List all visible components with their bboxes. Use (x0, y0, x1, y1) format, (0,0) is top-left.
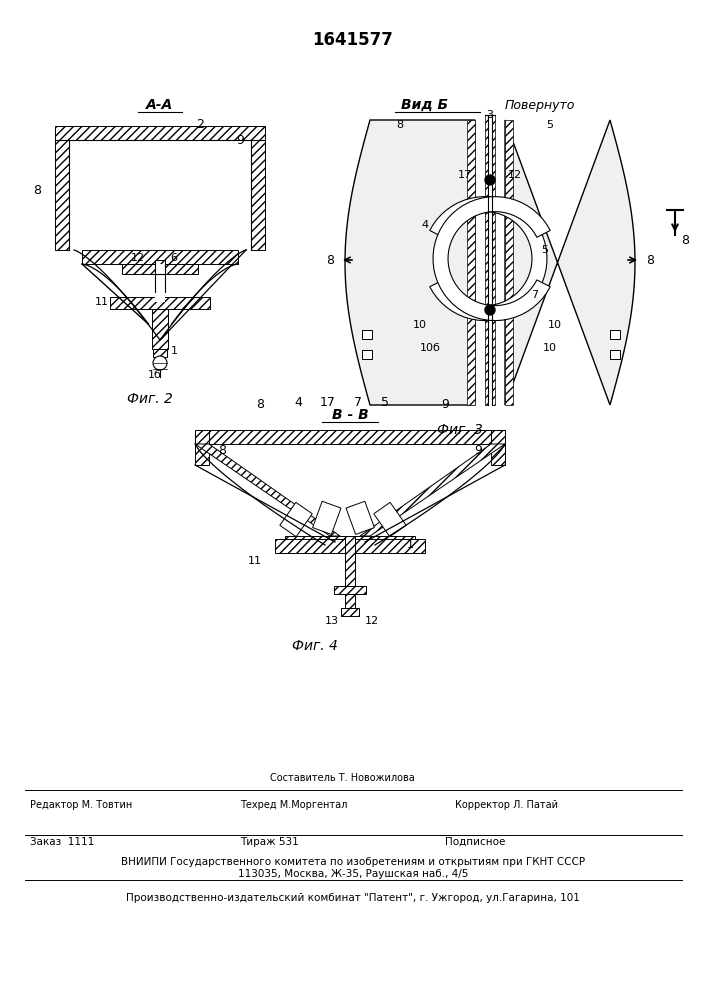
Polygon shape (82, 250, 238, 264)
Text: 10б: 10б (419, 343, 440, 353)
Text: Производственно-издательский комбинат "Патент", г. Ужгород, ул.Гагарина, 101: Производственно-издательский комбинат "П… (126, 893, 580, 903)
Polygon shape (345, 536, 355, 586)
Text: 13: 13 (325, 616, 339, 626)
Polygon shape (505, 120, 513, 405)
Polygon shape (195, 444, 340, 536)
Text: 113035, Москва, Ж-35, Раушская наб., 4/5: 113035, Москва, Ж-35, Раушская наб., 4/5 (238, 869, 468, 879)
Circle shape (153, 356, 167, 370)
Polygon shape (251, 140, 265, 250)
Text: 6: 6 (170, 253, 177, 263)
Polygon shape (55, 140, 69, 250)
Bar (362, 350, 372, 359)
Polygon shape (152, 309, 168, 349)
Text: 7: 7 (532, 290, 539, 300)
Text: 5: 5 (542, 245, 549, 255)
Text: 12: 12 (131, 253, 145, 263)
Polygon shape (485, 115, 488, 405)
Text: Составитель Т. Новожилова: Составитель Т. Новожилова (270, 773, 415, 783)
Bar (346, 501, 375, 534)
Text: Заказ  1111: Заказ 1111 (30, 837, 94, 847)
Text: Техред М.Моргентал: Техред М.Моргентал (240, 800, 347, 810)
Text: 17: 17 (458, 170, 472, 180)
Polygon shape (491, 430, 505, 465)
Text: ВНИИПИ Государственного комитета по изобретениям и открытиям при ГКНТ СССР: ВНИИПИ Государственного комитета по изоб… (121, 857, 585, 867)
Text: B - B: B - B (332, 408, 368, 422)
Bar (155, 264, 165, 302)
Polygon shape (55, 126, 265, 140)
Polygon shape (341, 608, 359, 616)
Text: 9: 9 (236, 133, 244, 146)
Text: 5: 5 (547, 120, 554, 130)
Text: Фиг. 4: Фиг. 4 (292, 639, 338, 653)
Text: Тираж 531: Тираж 531 (240, 837, 299, 847)
Text: 8: 8 (256, 398, 264, 412)
Text: 10: 10 (413, 320, 427, 330)
Text: 10: 10 (548, 320, 562, 330)
Polygon shape (155, 260, 165, 292)
Polygon shape (433, 197, 550, 321)
Text: 1641577: 1641577 (312, 31, 393, 49)
Text: 3: 3 (486, 110, 493, 120)
Bar (610, 350, 620, 359)
Circle shape (485, 175, 495, 185)
Text: Вид Б: Вид Б (402, 98, 448, 112)
Polygon shape (492, 115, 495, 405)
Circle shape (485, 305, 495, 315)
Text: 1б: 1б (148, 370, 162, 380)
Bar (312, 501, 341, 534)
Text: 1: 1 (170, 346, 177, 356)
Bar (374, 502, 407, 537)
Text: 17: 17 (320, 395, 336, 408)
Polygon shape (195, 430, 505, 444)
Text: A-A: A-A (146, 98, 174, 112)
Bar (280, 502, 312, 537)
Text: Подписное: Подписное (445, 837, 506, 847)
Text: 8: 8 (218, 444, 226, 456)
Text: 8: 8 (33, 184, 41, 196)
Text: 4: 4 (294, 395, 302, 408)
Bar (610, 330, 620, 339)
Text: Повернуто: Повернуто (505, 99, 575, 111)
Text: 1: 1 (407, 540, 414, 550)
Polygon shape (345, 594, 355, 608)
Text: 9: 9 (441, 398, 449, 412)
Polygon shape (285, 536, 415, 550)
Polygon shape (153, 349, 167, 357)
Text: Корректор Л. Патай: Корректор Л. Патай (455, 800, 558, 810)
Text: 9: 9 (474, 444, 482, 456)
Text: 7: 7 (354, 395, 362, 408)
Text: 8: 8 (681, 233, 689, 246)
Text: 5: 5 (381, 395, 389, 408)
Text: 10: 10 (543, 343, 557, 353)
Text: 12: 12 (365, 616, 379, 626)
Text: 11: 11 (95, 297, 109, 307)
Polygon shape (110, 297, 210, 309)
Text: 8: 8 (646, 253, 654, 266)
Text: 12: 12 (508, 170, 522, 180)
Text: 11: 11 (248, 556, 262, 566)
Text: 2: 2 (196, 118, 204, 131)
Text: 8: 8 (397, 120, 404, 130)
Text: Фиг. 2: Фиг. 2 (127, 392, 173, 406)
Polygon shape (505, 120, 635, 405)
Bar (362, 330, 372, 339)
Polygon shape (195, 430, 209, 465)
Text: 4: 4 (421, 220, 428, 230)
Polygon shape (345, 120, 475, 405)
Polygon shape (360, 444, 505, 536)
Text: 8: 8 (326, 253, 334, 266)
Polygon shape (122, 264, 198, 274)
Text: Редактор М. Товтин: Редактор М. Товтин (30, 800, 132, 810)
Text: Фиг. 3: Фиг. 3 (437, 423, 483, 437)
Polygon shape (275, 539, 425, 553)
Polygon shape (430, 197, 547, 321)
Polygon shape (467, 120, 475, 405)
Polygon shape (334, 586, 366, 594)
